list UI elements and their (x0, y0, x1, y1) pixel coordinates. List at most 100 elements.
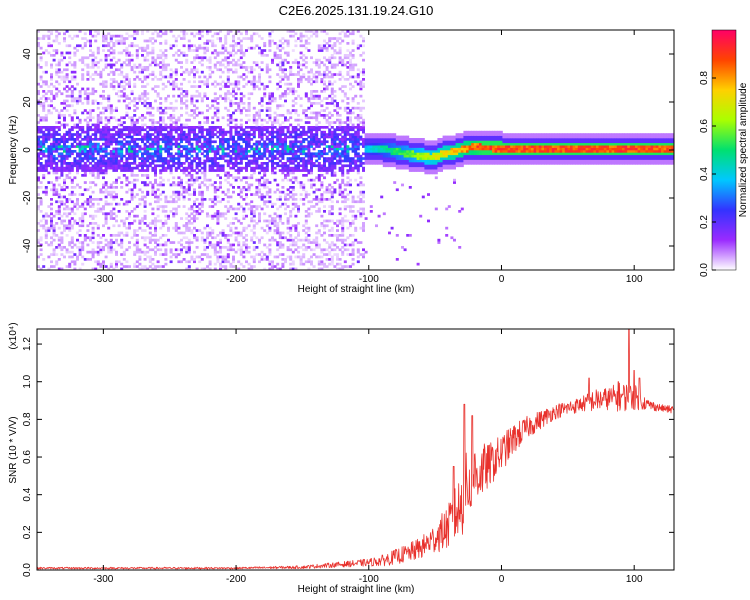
heatmap-cell (57, 238, 61, 242)
heatmap-cell (224, 66, 228, 69)
heatmap-cell (42, 118, 46, 122)
heatmap-cell (237, 49, 241, 52)
heatmap-cell (302, 63, 306, 67)
heatmap-cell (156, 219, 160, 223)
heatmap-cell (115, 214, 118, 218)
heatmap-cell (37, 145, 40, 148)
heatmap-cell (252, 106, 256, 110)
heatmap-cell (276, 157, 280, 160)
heatmap-cell (229, 102, 233, 105)
heatmap-cell (177, 145, 181, 148)
heatmap-cell (135, 49, 139, 52)
heatmap-cell (128, 78, 131, 81)
heatmap-cell (37, 99, 40, 103)
heatmap-cell (284, 147, 287, 151)
heatmap-cell (73, 212, 77, 216)
heatmap-cell (304, 109, 308, 112)
heatmap-cell (180, 87, 183, 91)
heatmap-cell (216, 243, 220, 247)
heatmap-cell (229, 162, 233, 165)
heatmap-cell (154, 130, 157, 134)
heatmap-cell (151, 188, 155, 192)
heatmap-cell (310, 183, 313, 187)
heatmap-cell (37, 135, 40, 139)
heatmap-cell (268, 219, 272, 223)
heatmap-cell (252, 152, 256, 156)
heatmap-cell (78, 152, 82, 156)
heatmap-cell (104, 39, 108, 43)
heatmap-cell (112, 217, 116, 220)
heatmap-cell (281, 262, 285, 266)
heatmap-cell (307, 116, 311, 120)
heatmap-cell (151, 118, 155, 122)
heatmap-cell (263, 140, 267, 144)
heatmap-cell (125, 226, 129, 230)
heatmap-cell (278, 94, 282, 98)
heatmap-cell (276, 162, 280, 165)
heatmap-cell (91, 109, 95, 112)
heatmap-cell (299, 97, 303, 100)
heatmap-cell (172, 54, 176, 57)
heatmap-cell (107, 246, 111, 249)
heatmap-cell (172, 253, 176, 256)
heatmap-cell (102, 183, 105, 187)
heatmap-cell (224, 258, 228, 261)
heatmap-cell (112, 85, 116, 88)
heatmap-cell (182, 147, 186, 151)
heatmap-cell (185, 70, 189, 74)
heatmap-cell (125, 176, 129, 180)
heatmap-cell (271, 154, 274, 158)
heatmap-cell (169, 159, 173, 163)
heatmap-cell (102, 97, 105, 100)
heatmap-cell (68, 262, 72, 266)
heatmap-cell (250, 174, 254, 177)
heatmap-cell (42, 135, 46, 139)
heatmap-cell (102, 248, 105, 252)
heatmap-cell (268, 195, 272, 199)
heatmap-cell (57, 58, 61, 62)
heatmap-cell (143, 66, 147, 69)
heatmap-cell (333, 154, 337, 158)
heatmap-cell (265, 106, 269, 110)
heatmap-cell (255, 193, 259, 196)
heatmap-cell (135, 152, 139, 156)
heatmap-cell (177, 205, 181, 208)
heatmap-cell (208, 183, 212, 187)
heatmap-cell (250, 183, 254, 187)
heatmap-cell (143, 142, 147, 146)
heatmap-cell (312, 265, 316, 268)
heatmap-cell (115, 150, 118, 153)
heatmap-cell (55, 68, 59, 72)
heatmap-cell (193, 138, 196, 141)
heatmap-cell (65, 226, 69, 230)
heatmap-cell (133, 250, 137, 254)
heatmap-cell (86, 63, 90, 67)
heatmap-cell (312, 135, 316, 139)
heatmap-cell (224, 85, 228, 88)
heatmap-cell (39, 181, 43, 184)
heatmap-cell (185, 157, 189, 160)
heatmap-cell (102, 260, 105, 264)
heatmap-cell (281, 190, 285, 194)
heatmap-cell (83, 152, 87, 156)
heatmap-cell (120, 166, 124, 170)
heatmap-cell (226, 56, 230, 60)
heatmap-cell (195, 85, 199, 88)
heatmap-cell (96, 116, 100, 120)
heatmap-cell (317, 70, 321, 74)
heatmap-cell (299, 135, 303, 139)
heatmap-cell (310, 241, 313, 244)
heatmap-cell (239, 92, 243, 96)
heatmap-cell (219, 212, 222, 216)
heatmap-cell (81, 255, 85, 259)
heatmap-cell (247, 114, 251, 117)
heatmap-cell (250, 138, 254, 141)
heatmap-cell (115, 166, 118, 170)
heatmap-cell (208, 267, 212, 270)
heatmap-cell (37, 166, 40, 170)
heatmap-cell (195, 255, 199, 259)
heatmap-cell (232, 39, 235, 43)
heatmap-cell (187, 214, 191, 218)
heatmap-cell (177, 133, 181, 136)
heatmap-cell (107, 133, 111, 136)
